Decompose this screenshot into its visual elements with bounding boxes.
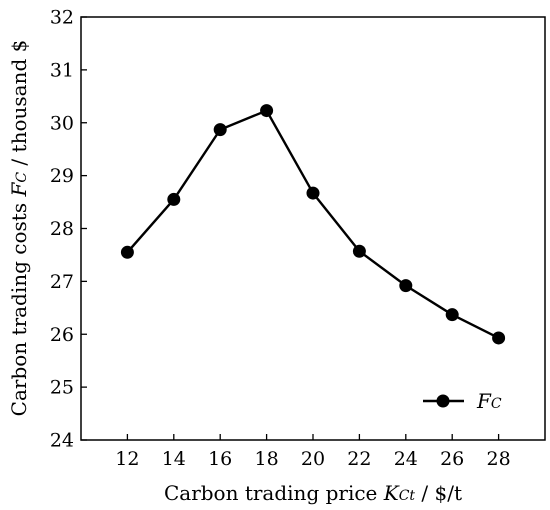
data-point [167,192,181,206]
y-tick-label: 26 [50,324,74,346]
y-tick-label: 32 [50,7,74,29]
data-point [120,245,134,259]
y-tick-label: 24 [50,430,74,452]
data-point [445,308,459,322]
legend: FC [423,389,502,413]
x-axis-label: Carbon trading price KCt / $/t [164,481,462,505]
data-point [213,123,227,137]
plot-frame [80,16,546,441]
x-tick-label: 26 [440,448,464,470]
x-tick-label: 16 [208,448,232,470]
y-axis-label: Carbon trading costs FC / thousand $ [7,40,31,417]
y-tick-label: 25 [50,377,74,399]
data-point [306,186,320,200]
x-tick-label: 12 [115,448,139,470]
data-point [399,279,413,293]
y-tick-label: 30 [50,112,74,134]
legend-marker [436,394,450,408]
x-tick-label: 18 [255,448,279,470]
y-tick-label: 28 [50,218,74,240]
series-line [126,109,500,340]
x-tick-label: 20 [301,448,325,470]
x-axis-ticks: 12 14 16 18 20 22 24 26 28 [115,434,511,470]
x-tick-label: 24 [394,448,418,470]
data-point [492,331,506,345]
data-point [352,244,366,258]
x-tick-label: 22 [347,448,371,470]
y-tick-label: 29 [50,165,74,187]
y-axis-ticks: 24 25 26 27 28 29 30 31 32 [50,7,87,452]
legend-label: FC [476,389,502,413]
y-tick-label: 27 [50,271,74,293]
y-tick-label: 31 [50,59,74,81]
x-tick-label: 28 [487,448,511,470]
data-point [260,104,274,118]
x-tick-label: 14 [162,448,186,470]
series-group [120,104,506,345]
